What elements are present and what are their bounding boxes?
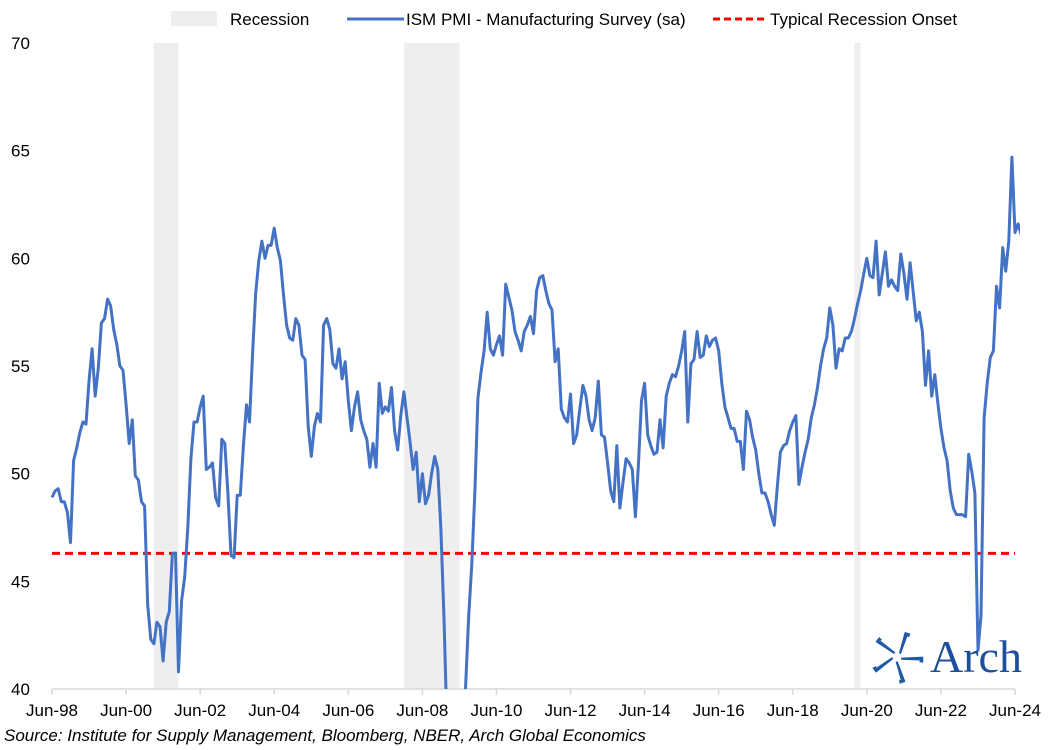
y-tick-label: 50 (11, 465, 30, 484)
y-tick-label: 65 (11, 142, 30, 161)
x-tick-label: Jun-24 (989, 701, 1041, 720)
recession-band (403, 43, 460, 689)
x-tick-label: Jun-20 (841, 701, 893, 720)
legend-label-ism-pmi: ISM PMI - Manufacturing Survey (sa) (406, 10, 686, 29)
legend-label-recession: Recession (230, 10, 309, 29)
x-tick-label: Jun-02 (174, 701, 226, 720)
y-tick-label: 45 (11, 572, 30, 591)
x-tick-label: Jun-22 (915, 701, 967, 720)
legend: Recession ISM PMI - Manufacturing Survey … (171, 10, 957, 29)
x-tick-label: Jun-04 (248, 701, 300, 720)
arch-logo: Arch (866, 628, 1022, 686)
recession-band (854, 43, 861, 689)
x-tick-label: Jun-14 (619, 701, 671, 720)
recession-band (153, 43, 179, 689)
x-tick-label: Jun-06 (322, 701, 374, 720)
logo-text: Arch (930, 631, 1022, 682)
recession-bands (153, 43, 861, 689)
series-line-ism-pmi (50, 155, 1020, 689)
x-tick-label: Jun-08 (396, 701, 448, 720)
x-tick-label: Jun-16 (693, 701, 745, 720)
x-tick-label: Jun-18 (767, 701, 819, 720)
source-note: Source: Institute for Supply Management,… (4, 726, 646, 745)
y-tick-label: 55 (11, 357, 30, 376)
x-tick-label: Jun-12 (545, 701, 597, 720)
legend-swatch-recession (171, 11, 217, 26)
x-tick-label: Jun-00 (100, 701, 152, 720)
legend-label-recession-onset: Typical Recession Onset (770, 10, 957, 29)
y-tick-label: 40 (11, 680, 30, 699)
y-tick-label: 70 (11, 34, 30, 53)
x-tick-label: Jun-98 (26, 701, 78, 720)
arch-star-icon (871, 631, 926, 686)
x-tick-label: Jun-10 (470, 701, 522, 720)
series-group (50, 155, 1020, 689)
y-tick-label: 60 (11, 249, 30, 268)
axes: 40 45 50 55 60 65 70 Jun-98 Jun-00 Jun-02 Jun-04 Ju… (11, 34, 1041, 720)
